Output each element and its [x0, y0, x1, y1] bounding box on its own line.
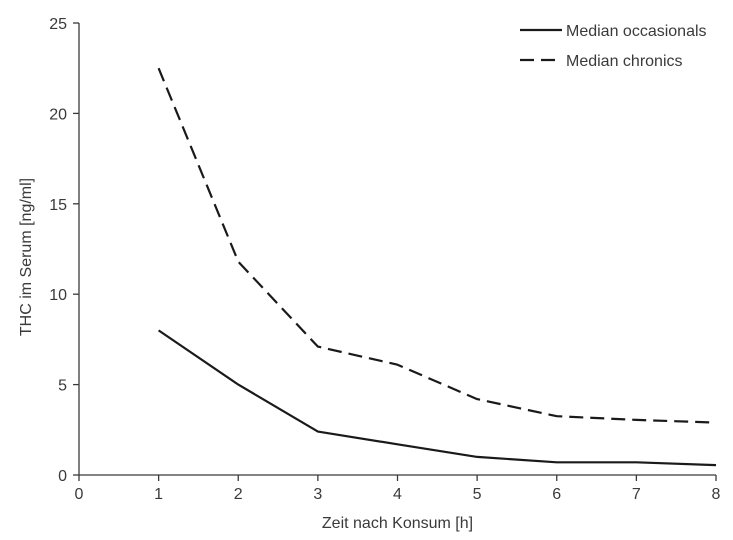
x-tick-label: 8: [712, 486, 721, 503]
y-tick-label: 5: [58, 378, 67, 395]
y-axis-title: THC im Serum [ng/ml]: [18, 178, 35, 336]
series-line-occasionals: [157, 329, 717, 467]
x-tick-label: 5: [473, 486, 482, 503]
axes: [78, 23, 716, 476]
x-tick-label: 1: [154, 486, 163, 503]
x-tick-label: 7: [632, 486, 641, 503]
series-line-chronics: [157, 67, 717, 424]
legend: Median occasionals Median chronics: [520, 23, 707, 70]
series-layer: [157, 67, 717, 467]
x-tick-label: 4: [393, 486, 402, 503]
x-tick-label: 6: [552, 486, 561, 503]
legend-label: Median chronics: [566, 53, 683, 70]
y-tick-label: 25: [49, 16, 67, 33]
y-ticks: 0 5 10 15 20 25: [49, 16, 79, 485]
legend-label: Median occasionals: [566, 23, 707, 40]
x-tick-label: 3: [313, 486, 322, 503]
y-tick-label: 0: [58, 468, 67, 485]
x-ticks: 0 1 2 3 4 5 6 7 8: [75, 475, 721, 503]
x-axis-title: Zeit nach Konsum [h]: [322, 515, 473, 532]
y-tick-label: 20: [49, 106, 67, 123]
y-tick-label: 15: [49, 197, 67, 214]
x-tick-label: 0: [75, 486, 84, 503]
x-tick-label: 2: [234, 486, 243, 503]
y-tick-label: 10: [49, 287, 67, 304]
